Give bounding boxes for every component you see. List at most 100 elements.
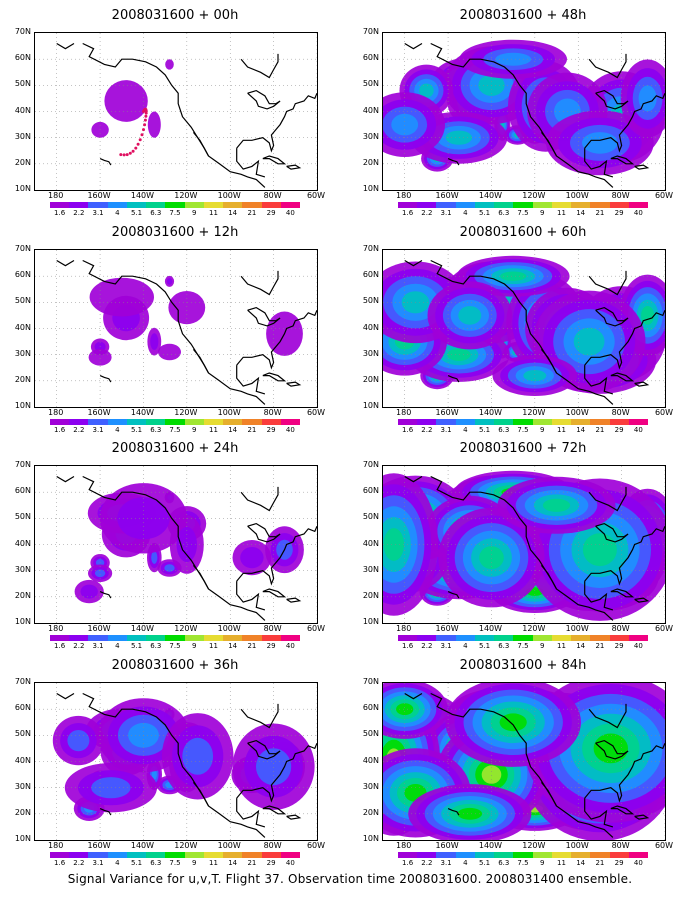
colorbar-swatch [69,635,89,641]
coastline [99,375,112,383]
colorbar-label: 9 [539,209,545,217]
variance-contour [582,533,617,567]
colorbar-swatch [280,852,301,858]
longitude-label: 180 [48,624,64,633]
coastline [584,581,614,611]
coastline [56,475,75,483]
colorbar-label: 4 [115,209,120,217]
colorbar-swatch [455,419,476,425]
colorbar-swatch [242,419,263,425]
longitude-label: 100W [565,624,589,633]
colorbar-swatch [184,635,205,641]
latitude-label: 40N [14,538,31,548]
longitude-label: 140W [478,191,503,200]
colorbar-label: 11 [208,859,218,867]
colorbar-swatch [146,852,166,858]
longitude-label: 60W [306,624,326,633]
colorbar-label: 9 [191,859,197,867]
colorbar-swatch [532,635,553,641]
longitude-label: 160W [435,408,459,417]
colorbar-swatch [398,635,418,641]
colorbar-label: 4 [463,642,468,650]
colorbar-label: 11 [208,426,218,434]
colorbar-swatch [50,852,70,858]
colorbar-label: 29 [614,209,624,217]
map-plot [382,682,666,841]
longitude-label: 60W [654,191,674,200]
colorbar-label: 9 [539,426,545,434]
variance-contour [582,132,618,154]
variance-contour [164,564,175,572]
longitude-label: 60W [654,624,674,633]
coastline [247,522,281,543]
colorbar-label: 6.3 [150,209,162,217]
colorbar-label: 6.3 [498,859,510,867]
latitude-label: 20N [14,157,31,167]
latitude-label: 50N [362,729,379,739]
longitude-label: 120W [522,408,546,417]
colorbar-label: 3.1 [92,209,104,217]
colorbar-swatch [280,635,301,641]
longitude-label: 100W [565,191,589,200]
latitude-label: 20N [362,590,379,600]
longitude-label: 160W [87,408,111,417]
map-plot [34,465,318,624]
colorbar-label: 6.3 [150,426,162,434]
colorbar-label: 2.2 [421,426,433,434]
coastline [262,155,287,165]
coastline [56,259,75,267]
colorbar-label: 2.2 [73,642,85,650]
colorbar-label: 3.1 [440,859,452,867]
colorbar-label: 5.1 [478,859,491,867]
colorbar-swatch [417,419,437,425]
colorbar-swatch [571,852,591,858]
longitude-label: 160W [87,624,111,633]
colorbar-label: 5.1 [130,859,143,867]
longitude-label: 80W [611,624,630,633]
colorbar-swatch [126,852,147,858]
latitude-label: 60N [14,486,31,496]
colorbar-label: 29 [614,642,624,650]
latitude-label: 50N [362,296,379,306]
coastline [595,89,629,110]
latitude-label: 20N [14,807,31,817]
colorbar-swatch [146,419,166,425]
colorbar-label: 1.6 [54,859,66,867]
variance-contour [165,59,174,70]
panel-title: 2008031600 + 24h [111,441,239,456]
colorbar-swatch [590,419,611,425]
colorbar-label: 4 [115,859,120,867]
coastline [82,259,266,405]
variance-contour [523,370,547,382]
latitude-label: 10N [362,617,379,626]
latitude-label: 70N [362,244,379,253]
colorbar-swatch [165,202,186,208]
colorbar-label: 9 [539,642,545,650]
colorbar-label: 7.5 [169,209,181,217]
longitude-label: 140W [130,841,155,850]
coastline [82,475,266,621]
colorbar-swatch [88,635,109,641]
coastline [584,92,665,153]
colorbar-label: 6.3 [150,642,162,650]
colorbar-label: 4 [115,642,120,650]
colorbar-label: 2.2 [73,859,85,867]
colorbar-swatch [494,635,514,641]
coastline [192,349,210,374]
colorbar-label: 40 [633,209,643,217]
colorbar-swatch [436,419,457,425]
longitude-label: 80W [611,191,630,200]
latitude-label: 60N [362,270,379,280]
longitude-label: 180 [48,191,64,200]
coastline [540,565,558,590]
variance-contour [499,713,527,732]
variance-contour [150,333,159,350]
coastline [99,158,112,166]
latitude-label: 30N [14,781,31,791]
colorbar-label: 9 [191,209,197,217]
longitude-label: 60W [306,841,326,850]
colorbar-swatch [494,852,514,858]
colorbar-swatch [609,635,630,641]
variance-contour [104,80,148,122]
longitude-label: 140W [478,841,503,850]
